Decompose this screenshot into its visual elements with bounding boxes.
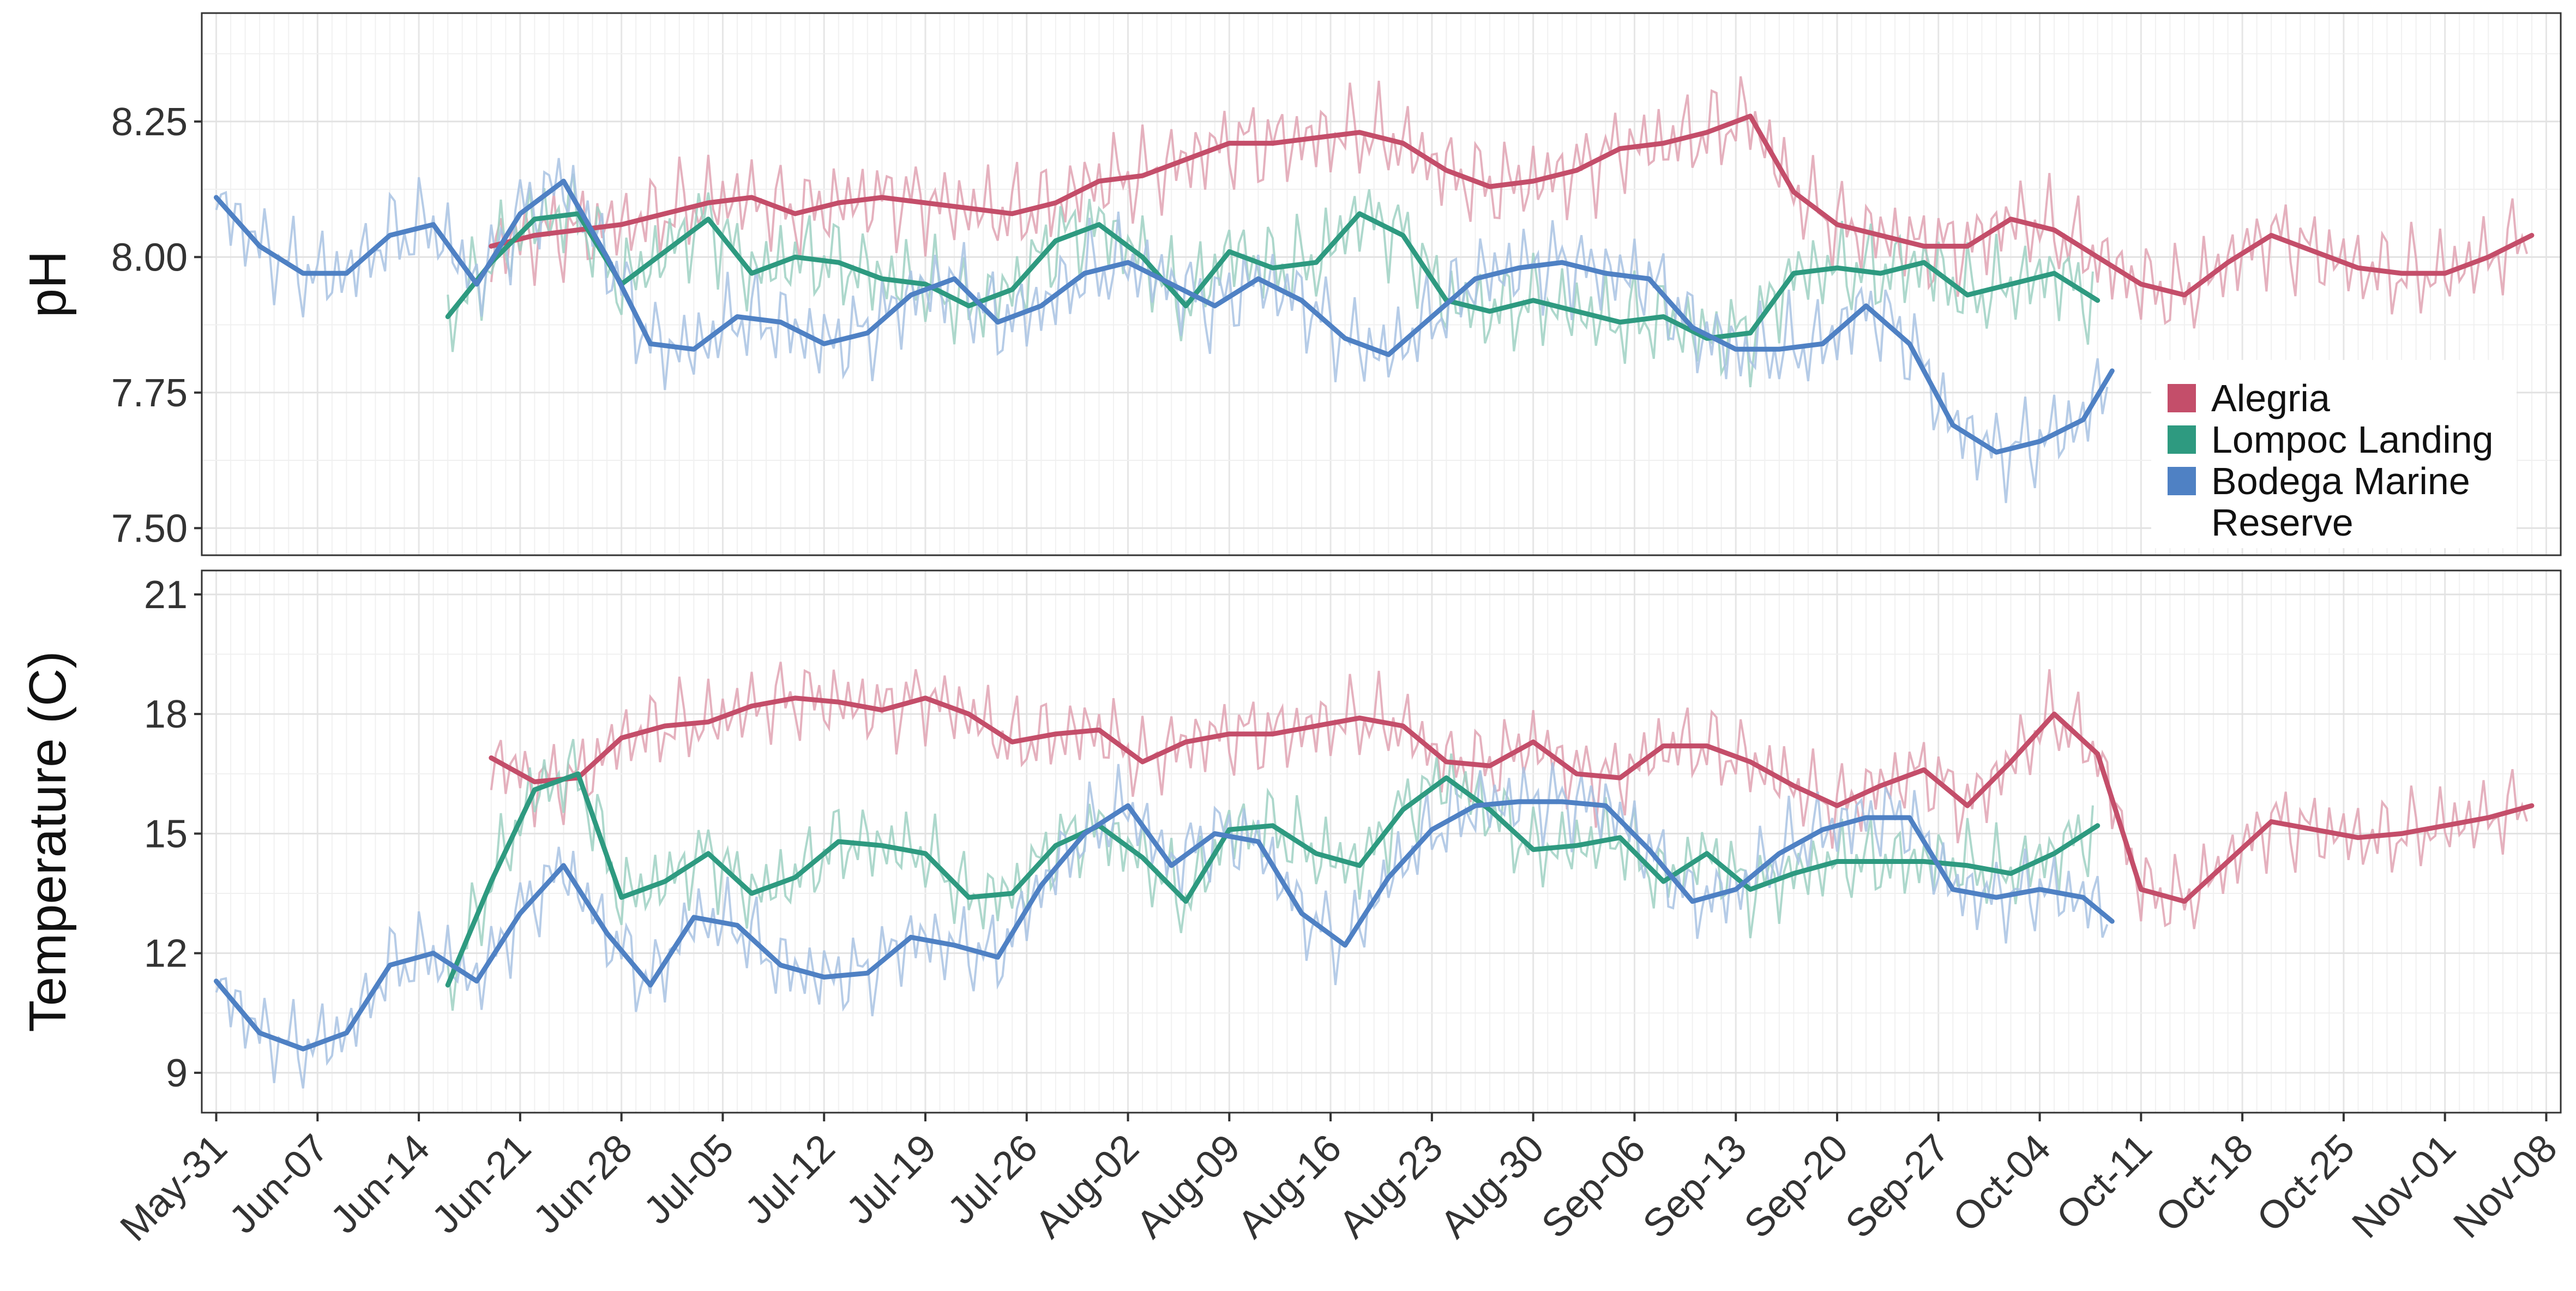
legend-label-alegria: Alegria (2211, 377, 2330, 419)
bottom-panel-ylabel: Temperature (C) (19, 651, 77, 1032)
top-panel-ylabel: pH (19, 251, 77, 318)
y-tick-label: 18 (144, 693, 188, 736)
top-panel-series-lompoc-landing (445, 211, 2100, 341)
legend-swatch-lompoc-landing (2168, 425, 2196, 454)
x-tick-label: Oct-11 (2048, 1126, 2160, 1239)
x-tick-label: Sep-13 (1635, 1126, 1755, 1247)
bottom-panel-border (201, 569, 2562, 1114)
x-tick-label: Jun-07 (221, 1126, 336, 1242)
x-tick-label: Oct-04 (1945, 1126, 2059, 1240)
top-panel-raw-bodega-marine-reserve (215, 158, 2109, 503)
x-tick-label: Oct-18 (2147, 1126, 2261, 1240)
legend-label-lompoc-landing: Lompoc Landing (2211, 418, 2494, 461)
bottom-panel-raw-lompoc-landing (447, 738, 2094, 1011)
y-tick-label: 8.00 (111, 236, 188, 279)
y-tick-label: 9 (166, 1052, 188, 1095)
x-tick-label: Sep-27 (1837, 1126, 1958, 1247)
x-tick-label: Aug-02 (1027, 1126, 1147, 1247)
y-tick-label: 21 (144, 573, 188, 617)
legend-label-bodega-marine-line2: Reserve (2211, 501, 2354, 544)
x-axis: May-31Jun-07Jun-14Jun-21Jun-28Jul-05Jul-… (112, 1113, 2566, 1250)
bottom-panel-raw-bodega-marine-reserve (215, 762, 2109, 1089)
bottom-panel-series-alegria (489, 695, 2535, 904)
top-panel-border (201, 12, 2562, 556)
x-tick-label: May-31 (112, 1126, 236, 1250)
x-tick-label: Nov-08 (2445, 1126, 2566, 1247)
x-tick-label: Jul-12 (737, 1126, 843, 1233)
x-tick-label: Jun-21 (424, 1126, 539, 1242)
bottom-panel-series-bodega-marine-reserve (214, 799, 2115, 1052)
bottom-panel: 9 12 15 18 21 Temperature (C) (19, 569, 2562, 1114)
legend-label-bodega-marine: Bodega Marine (2211, 460, 2470, 502)
y-tick-label: 12 (144, 932, 188, 976)
bottom-panel-series-lompoc-landing (445, 771, 2100, 988)
x-tick-label: Jun-14 (322, 1126, 438, 1242)
legend-swatch-alegria (2168, 384, 2196, 412)
x-tick-label: Jul-05 (636, 1126, 742, 1233)
y-tick-label: 7.75 (111, 371, 188, 415)
x-tick-label: Aug-16 (1230, 1126, 1350, 1247)
x-tick-label: Jun-28 (525, 1126, 641, 1242)
x-tick-label: Aug-09 (1128, 1126, 1249, 1247)
top-panel-series-bodega-marine-reserve (214, 178, 2115, 455)
y-tick-label: 15 (144, 812, 188, 856)
y-tick-label: 8.25 (111, 100, 188, 144)
y-tick-label: 7.50 (111, 507, 188, 550)
legend-background (2151, 360, 2517, 548)
x-tick-label: Sep-20 (1736, 1126, 1857, 1247)
top-panel-raw-lompoc-landing (447, 173, 2094, 388)
top-panel-series-alegria (489, 113, 2535, 298)
x-tick-label: Aug-30 (1432, 1126, 1552, 1247)
x-tick-label: Aug-23 (1331, 1126, 1451, 1247)
x-tick-label: Nov-01 (2344, 1126, 2464, 1247)
x-tick-label: Jul-19 (838, 1126, 944, 1233)
legend-swatch-bodega-marine (2168, 467, 2196, 495)
x-tick-label: Oct-25 (2249, 1126, 2363, 1240)
x-tick-label: Sep-06 (1533, 1126, 1654, 1247)
